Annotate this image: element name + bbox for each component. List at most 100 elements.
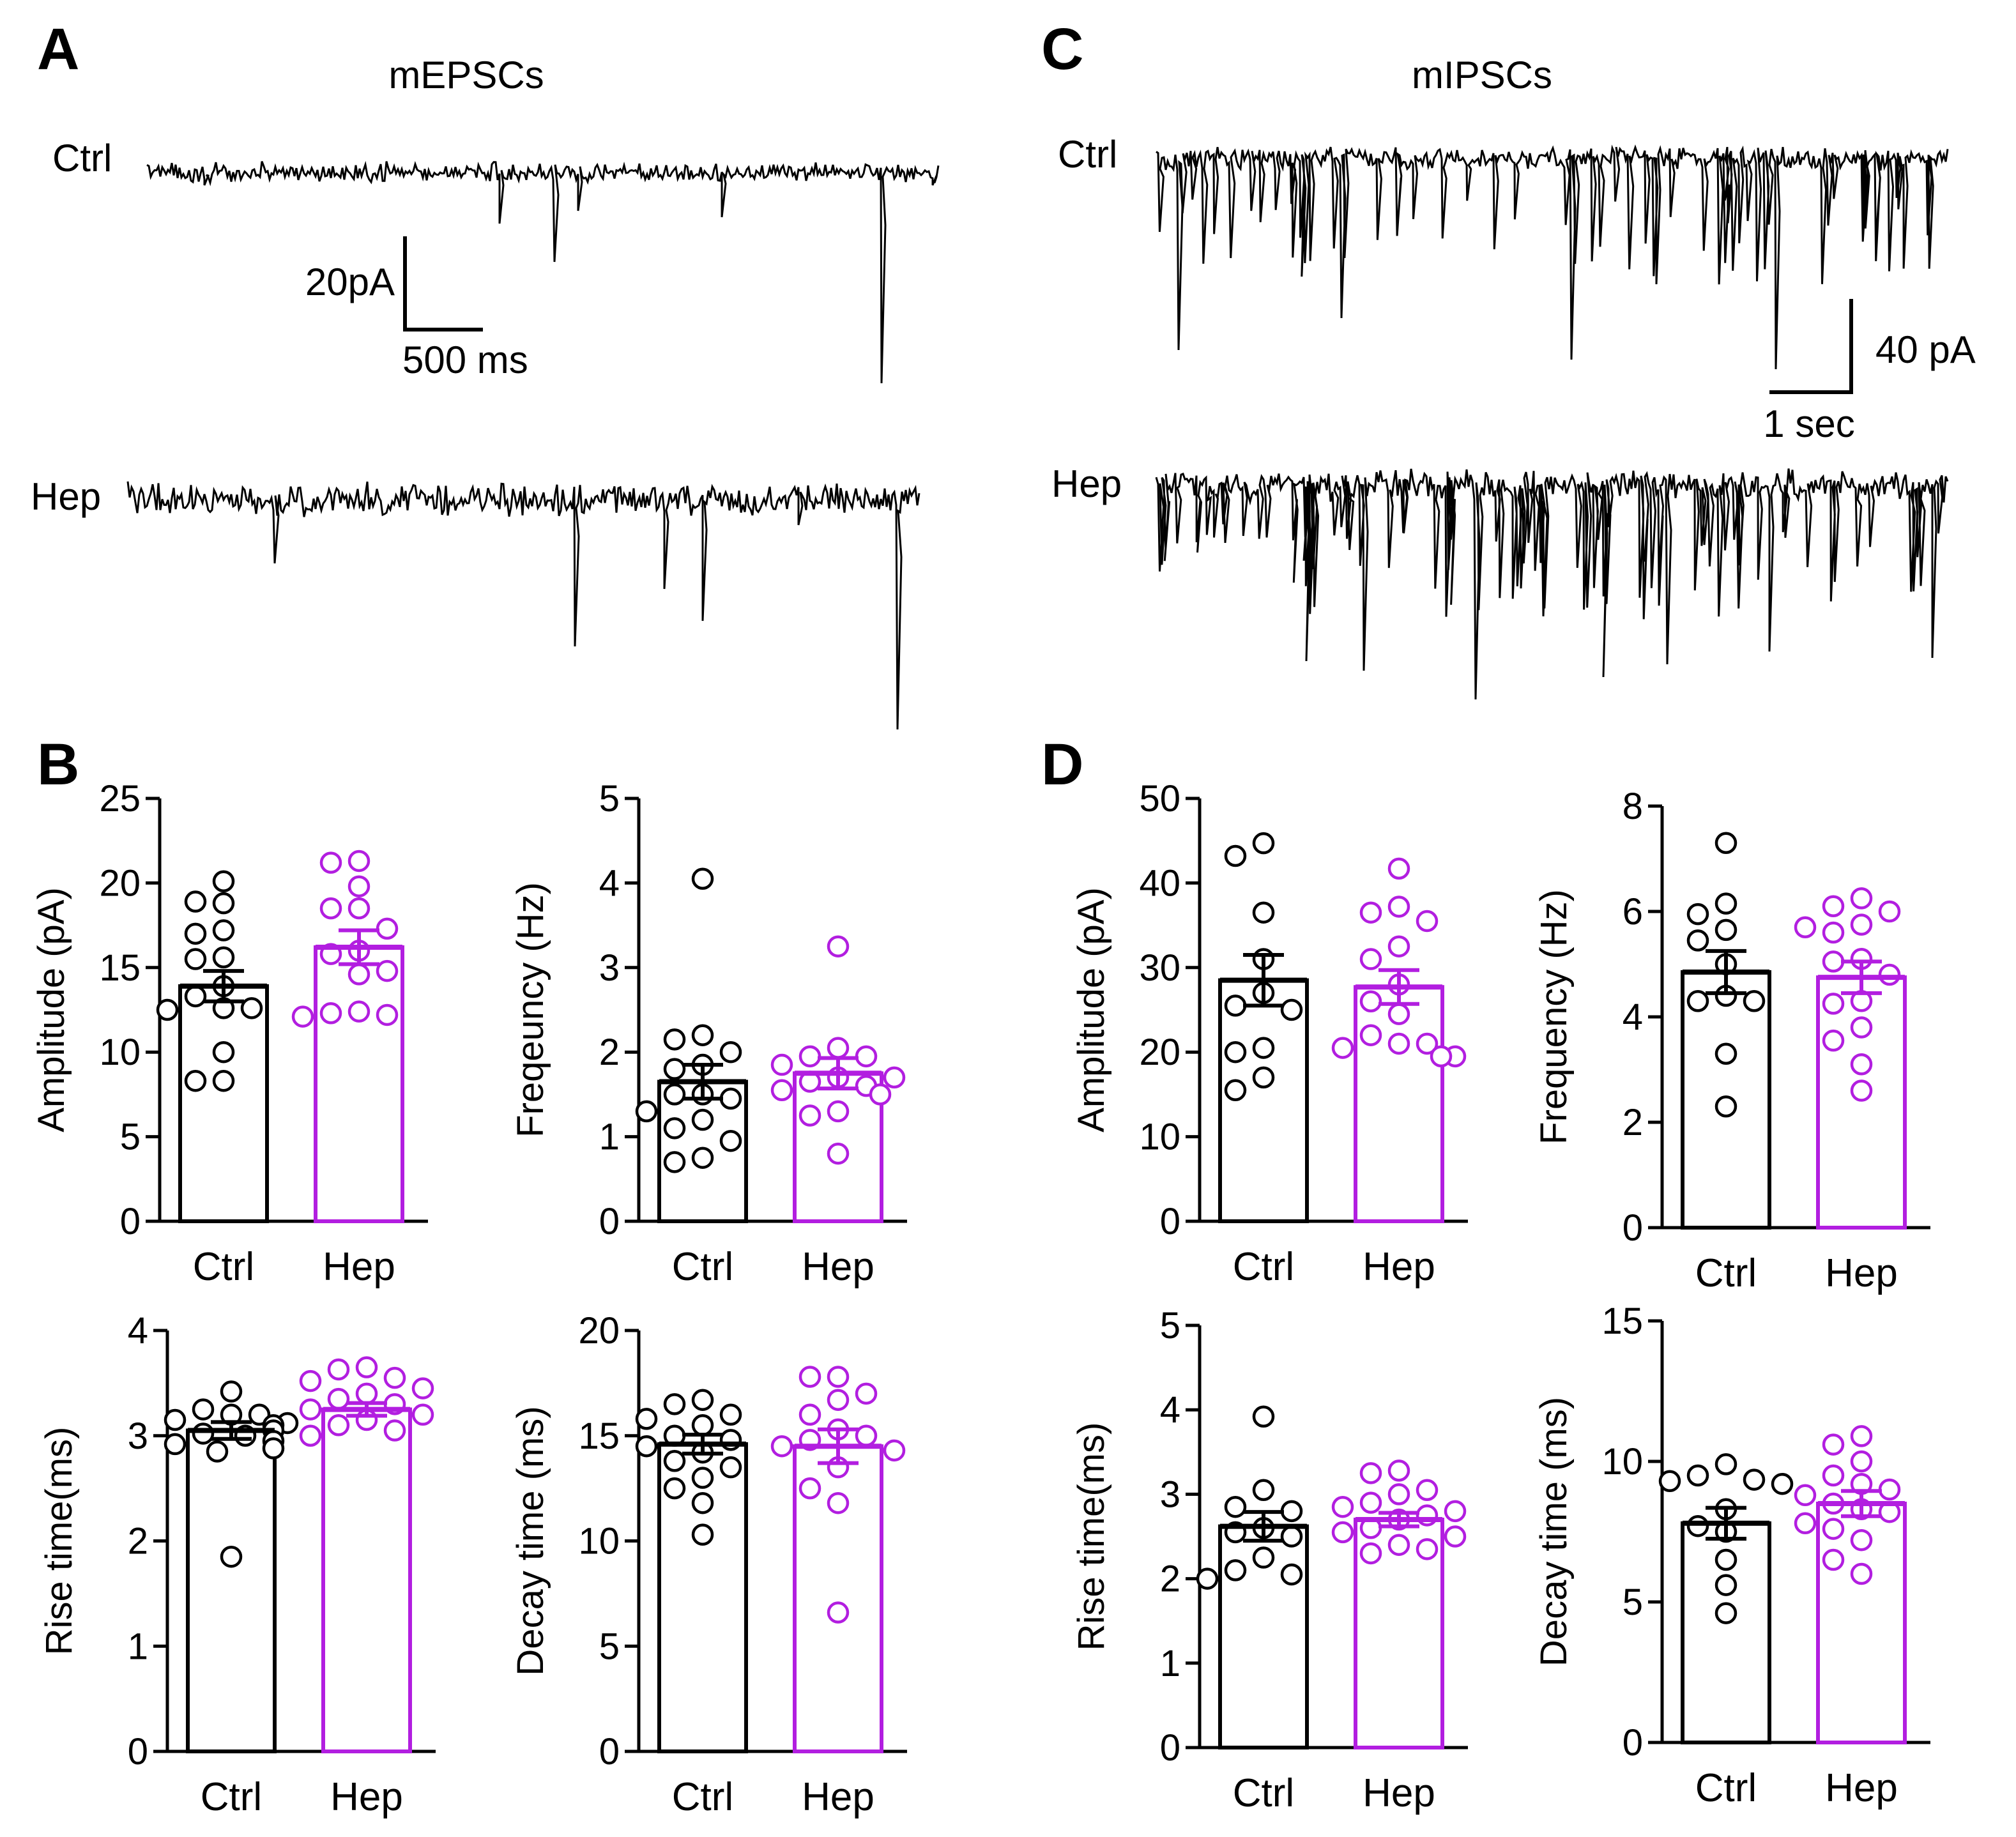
data-point xyxy=(635,1435,658,1458)
y-axis-label: Amplitude (pA) xyxy=(31,887,72,1132)
data-point xyxy=(319,1002,342,1025)
data-point xyxy=(827,1601,850,1624)
data-point xyxy=(212,892,235,915)
y-tick-label: 10 xyxy=(1601,1441,1643,1483)
data-point xyxy=(1850,913,1873,936)
y-tick-label: 5 xyxy=(1623,1582,1643,1623)
data-point xyxy=(184,890,207,913)
mipsc-trace-hep xyxy=(1155,468,1949,700)
y-axis-label: Rise time(ms) xyxy=(38,1427,80,1656)
data-point xyxy=(1224,1495,1247,1518)
data-point xyxy=(798,1104,821,1127)
panel-a-title: mEPSCs xyxy=(388,54,544,96)
data-point xyxy=(192,1422,215,1445)
data-point xyxy=(663,1477,686,1500)
bar-ctrl xyxy=(186,1428,277,1753)
panel-letter-b: B xyxy=(37,732,79,797)
data-point xyxy=(1850,1053,1873,1076)
y-tick-label: 5 xyxy=(599,1626,620,1667)
data-point xyxy=(1387,896,1410,918)
data-point xyxy=(184,922,207,945)
data-point xyxy=(1331,1037,1354,1059)
data-point xyxy=(192,1398,215,1421)
x-tick-label: Hep xyxy=(802,1775,874,1819)
data-point xyxy=(184,985,207,1008)
data-point xyxy=(1280,1500,1303,1523)
scalebar-a-x-label: 500 ms xyxy=(402,339,528,381)
data-point xyxy=(220,1380,243,1403)
data-point xyxy=(798,1366,821,1388)
y-tick-label: 0 xyxy=(1160,1727,1180,1769)
data-point xyxy=(691,1389,714,1411)
data-point xyxy=(1416,1479,1439,1502)
y-tick-label: 40 xyxy=(1139,862,1180,904)
y-tick-label: 2 xyxy=(1623,1102,1643,1143)
data-point xyxy=(691,1024,714,1046)
scalebar-a-y-label: 20pA xyxy=(305,261,395,303)
scalebar-c-x-label: 1 sec xyxy=(1763,402,1854,445)
data-point xyxy=(327,1387,350,1410)
mepsc-trace-hep xyxy=(126,481,920,730)
y-axis-label: Decay time (ms) xyxy=(1533,1397,1575,1666)
data-point xyxy=(347,1000,370,1023)
data-point xyxy=(347,850,370,873)
data-point xyxy=(1280,1525,1303,1548)
y-tick-label: 1 xyxy=(599,1117,620,1158)
data-point xyxy=(1430,1045,1453,1068)
y-axis-label: Frequency (Hz) xyxy=(1533,889,1575,1145)
chart-b-amplitude: 0 5 10 15 20 25 Amplitude (pA) Ctrl Hep xyxy=(31,778,428,1289)
mepsc-trace-ctrl xyxy=(146,160,940,384)
chart-d-amplitude: 0 10 20 30 40 50 Amplitude (pA) Ctrl Hep xyxy=(1071,778,1468,1289)
data-point xyxy=(1878,900,1901,923)
y-tick-label: 20 xyxy=(578,1310,620,1352)
data-point xyxy=(383,1366,406,1389)
data-point xyxy=(1850,1079,1873,1102)
data-point xyxy=(1444,1525,1467,1548)
x-tick-label: Ctrl xyxy=(201,1775,262,1819)
data-point xyxy=(1658,1470,1681,1493)
data-point xyxy=(355,1356,378,1378)
data-point xyxy=(1416,910,1439,933)
chart-d-decay: 0 5 10 15 Decay time (ms) Ctrl Hep xyxy=(1533,1300,1930,1810)
panel-c-title: mIPSCs xyxy=(1412,54,1552,96)
data-point xyxy=(827,1037,850,1059)
data-point xyxy=(770,1435,793,1458)
data-point xyxy=(184,948,207,970)
data-point xyxy=(1252,1479,1275,1502)
panel-letter-a: A xyxy=(37,17,79,82)
y-tick-label: 5 xyxy=(599,778,620,819)
data-point xyxy=(1686,1514,1709,1537)
x-tick-label: Ctrl xyxy=(1233,1771,1294,1815)
data-point xyxy=(1387,857,1410,880)
data-point xyxy=(1714,1548,1737,1571)
data-point xyxy=(1686,903,1709,926)
scalebar-a xyxy=(403,236,483,332)
y-tick-label: 0 xyxy=(120,1201,141,1242)
data-point xyxy=(212,870,235,893)
data-point xyxy=(827,1389,850,1411)
panel-letter-c: C xyxy=(1041,17,1083,82)
data-point xyxy=(1822,1548,1845,1571)
data-point xyxy=(299,1424,322,1447)
data-point xyxy=(1224,844,1247,867)
data-point xyxy=(1822,1518,1845,1540)
chart-b-rise: 0 1 2 3 4 Rise time(ms) Ctrl Hep xyxy=(38,1310,436,1819)
data-point xyxy=(1359,1491,1382,1514)
data-point xyxy=(206,1440,229,1463)
data-point xyxy=(691,1523,714,1546)
x-tick-label: Hep xyxy=(1363,1771,1435,1815)
y-tick-label: 25 xyxy=(99,778,141,819)
data-point xyxy=(883,1066,906,1089)
data-point xyxy=(770,1053,793,1076)
chart-b-decay: 0 5 10 15 20 Decay time (ms) Ctrl Hep xyxy=(510,1310,907,1819)
data-point xyxy=(1714,1574,1737,1596)
y-tick-label: 8 xyxy=(1623,786,1643,827)
data-point xyxy=(291,1005,314,1028)
data-point xyxy=(1794,916,1817,938)
data-point xyxy=(1252,1037,1275,1059)
x-tick-label: Hep xyxy=(330,1775,403,1819)
y-tick-label: 6 xyxy=(1623,891,1643,933)
data-point xyxy=(1387,1460,1410,1482)
data-point xyxy=(855,1424,878,1447)
